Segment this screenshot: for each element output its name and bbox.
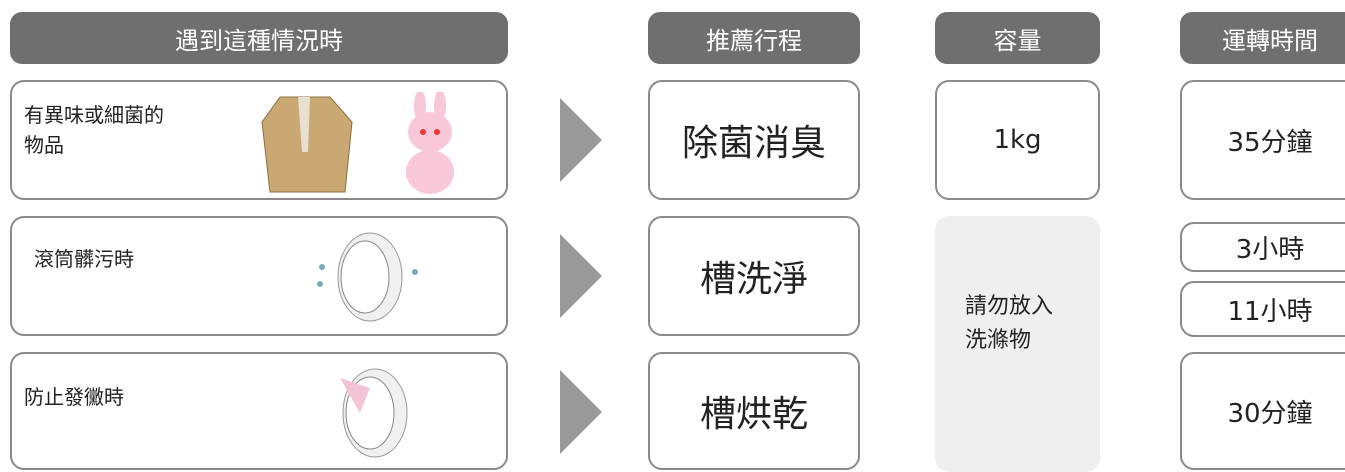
course: 除菌消臭 xyxy=(648,80,860,200)
arrow xyxy=(560,98,602,182)
arrow xyxy=(560,234,602,318)
course: 槽洗淨 xyxy=(648,216,860,336)
capacity-note-box xyxy=(935,216,1100,472)
arrow xyxy=(560,370,602,454)
illustration xyxy=(261,92,454,194)
header: 遇到這種情況時 xyxy=(10,12,508,64)
time: 3小時 xyxy=(1180,222,1345,272)
header: 推薦行程 xyxy=(648,12,860,64)
situation-box xyxy=(10,352,508,470)
course: 槽烘乾 xyxy=(648,352,860,470)
time: 35分鐘 xyxy=(1180,80,1345,200)
header: 容量 xyxy=(935,12,1100,64)
capacity-note: 請勿放入洗滌物 xyxy=(965,294,1054,353)
illustration xyxy=(340,368,408,458)
header: 運轉時間 xyxy=(1180,12,1345,64)
situation: 滾筒髒污時 xyxy=(34,247,134,271)
illustration xyxy=(317,232,418,322)
situation: 防止發黴時 xyxy=(24,385,124,409)
situation-box xyxy=(10,216,508,336)
time: 11小時 xyxy=(1180,281,1345,337)
situation: 有異味或細菌的物品 xyxy=(24,103,164,157)
capacity: 1kg xyxy=(935,80,1100,200)
time: 30分鐘 xyxy=(1180,352,1345,470)
